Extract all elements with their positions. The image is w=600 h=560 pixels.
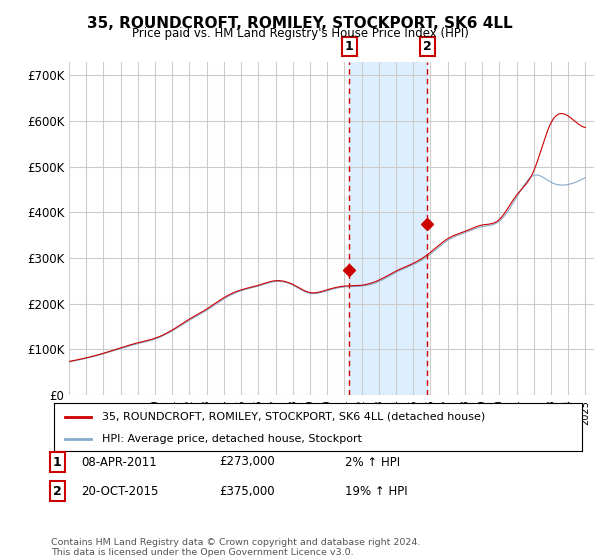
Text: £273,000: £273,000 bbox=[219, 455, 275, 469]
Text: Price paid vs. HM Land Registry's House Price Index (HPI): Price paid vs. HM Land Registry's House … bbox=[131, 27, 469, 40]
Text: £375,000: £375,000 bbox=[219, 484, 275, 498]
Text: Contains HM Land Registry data © Crown copyright and database right 2024.
This d: Contains HM Land Registry data © Crown c… bbox=[51, 538, 421, 557]
Text: 08-APR-2011: 08-APR-2011 bbox=[81, 455, 157, 469]
Text: 2: 2 bbox=[53, 484, 61, 498]
Text: 35, ROUNDCROFT, ROMILEY, STOCKPORT, SK6 4LL (detached house): 35, ROUNDCROFT, ROMILEY, STOCKPORT, SK6 … bbox=[101, 412, 485, 422]
Text: 2: 2 bbox=[422, 40, 431, 53]
Text: 2% ↑ HPI: 2% ↑ HPI bbox=[345, 455, 400, 469]
Bar bbox=[349, 62, 427, 395]
Text: 20-OCT-2015: 20-OCT-2015 bbox=[81, 484, 158, 498]
Text: 35, ROUNDCROFT, ROMILEY, STOCKPORT, SK6 4LL: 35, ROUNDCROFT, ROMILEY, STOCKPORT, SK6 … bbox=[87, 16, 513, 31]
Text: 1: 1 bbox=[344, 40, 353, 53]
Text: 19% ↑ HPI: 19% ↑ HPI bbox=[345, 484, 407, 498]
Text: HPI: Average price, detached house, Stockport: HPI: Average price, detached house, Stoc… bbox=[101, 434, 362, 444]
Text: 1: 1 bbox=[53, 455, 61, 469]
